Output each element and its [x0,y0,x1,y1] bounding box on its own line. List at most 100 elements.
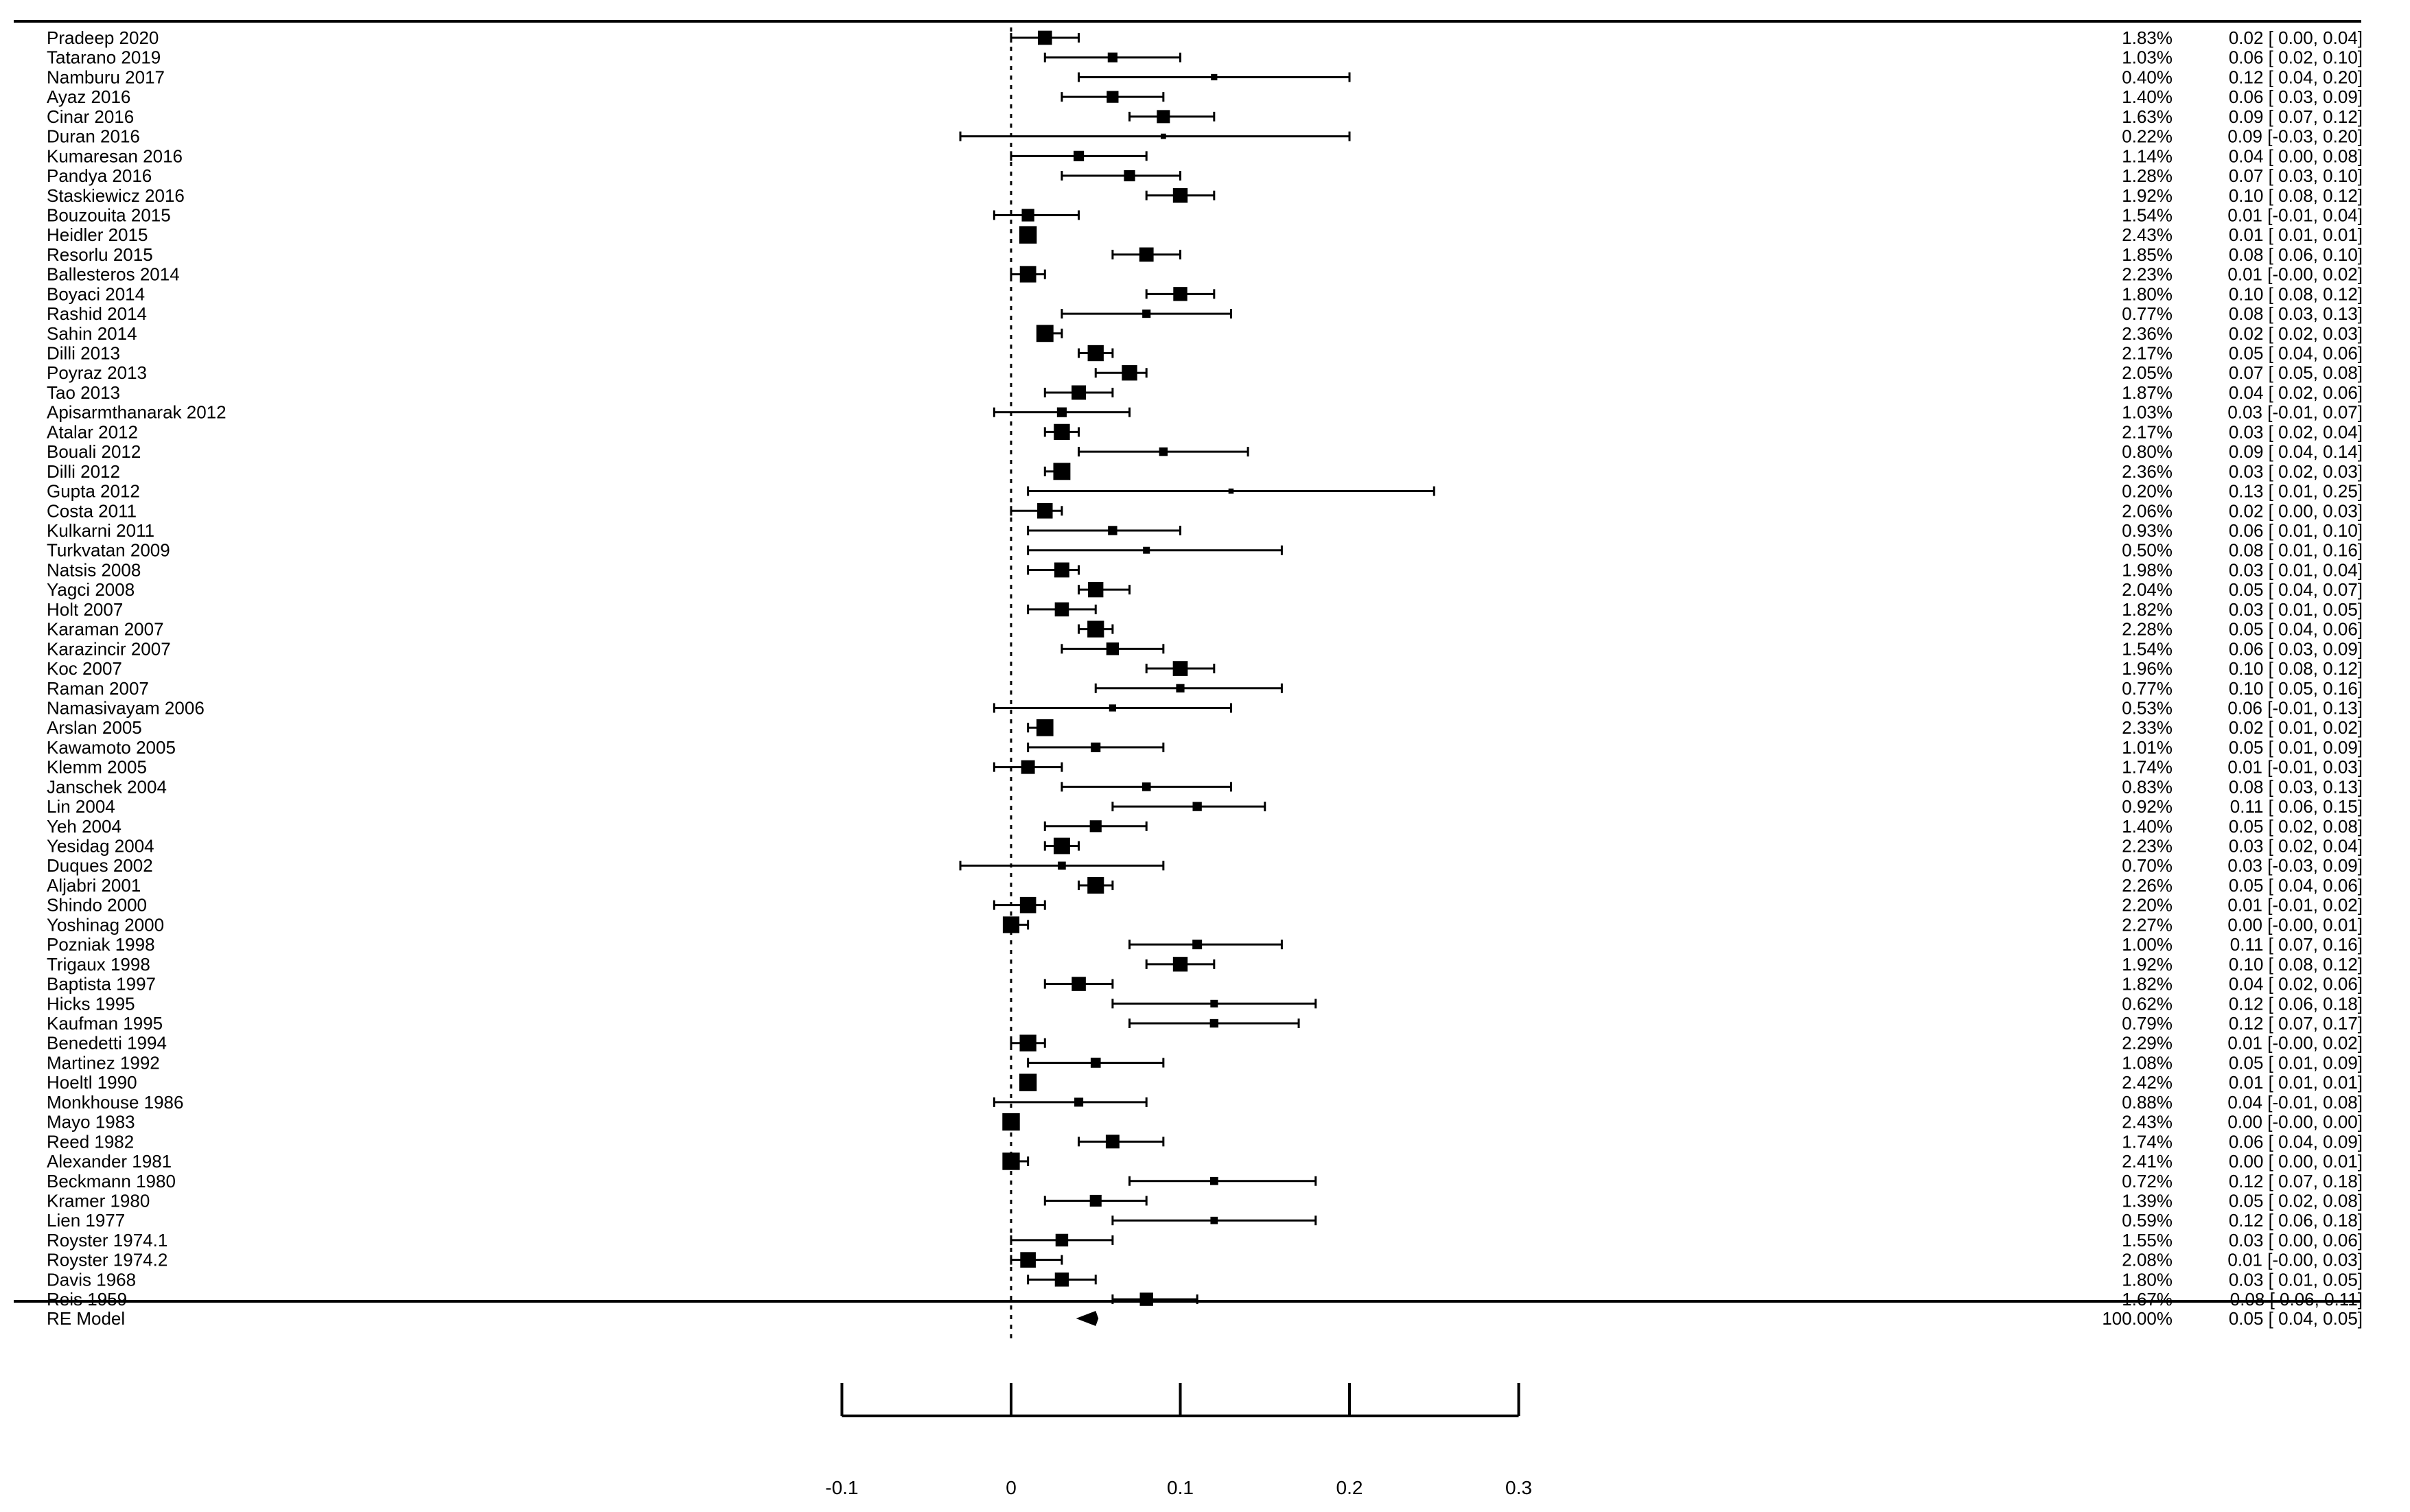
estimate-label: 0.01 [-0.01, 0.02] [2227,895,2363,916]
weight-label: 0.79% [2122,1013,2173,1034]
weight-label: 2.36% [2122,461,2173,482]
effect-square [1071,385,1087,400]
effect-square [1020,1252,1036,1268]
weight-label: 2.23% [2122,836,2173,857]
estimate-label: 0.02 [ 0.00, 0.04] [2229,27,2363,48]
weight-label: 2.17% [2122,421,2173,442]
weight-label: 1.40% [2122,86,2173,107]
study-label: Raman 2007 [47,678,149,699]
estimate-label: 0.06 [ 0.03, 0.09] [2229,86,2363,107]
effect-square [1056,407,1067,417]
weight-label: 2.08% [2122,1250,2173,1270]
weight-label: 0.20% [2122,481,2173,502]
study-label: Dilli 2013 [47,343,120,364]
weight-label: 1.63% [2122,106,2173,127]
x-tick-label: 0.3 [1505,1477,1532,1498]
effect-square [1142,310,1151,318]
study-label: Yeh 2004 [47,816,121,837]
study-row: Karaman 2007 2.28% 0.05 [ 0.04, 0.06] [47,619,2363,640]
effect-square [1090,1058,1101,1068]
weight-label: 1.83% [2122,27,2173,48]
estimate-label: 0.01 [-0.00, 0.03] [2227,1250,2363,1270]
weight-label: 0.93% [2122,520,2173,541]
study-row: Baptista 1997 1.82% 0.04 [ 0.02, 0.06] [47,974,2363,995]
effect-square [1037,30,1052,45]
study-row: Holt 2007 1.82% 0.03 [ 0.01, 0.05] [47,599,2363,620]
weight-label: 2.43% [2122,224,2173,245]
weight-label: 0.83% [2122,776,2173,797]
study-label: Trigaux 1998 [47,954,150,975]
estimate-label: 0.12 [ 0.04, 0.20] [2229,67,2363,87]
effect-square [1106,642,1120,655]
effect-square [1108,526,1117,535]
study-label: Royster 1974.2 [47,1250,167,1270]
study-row: Klemm 2005 1.74% 0.01 [-0.01, 0.03] [47,757,2363,778]
study-row: Pozniak 1998 1.00% 0.11 [ 0.07, 0.16] [47,934,2363,955]
effect-square [1124,170,1135,182]
weight-label: 2.05% [2122,362,2173,383]
weight-label: 0.53% [2122,697,2173,718]
estimate-label: 0.03 [ 0.02, 0.04] [2229,836,2363,857]
weight-label: 0.77% [2122,678,2173,699]
effect-square [1143,546,1150,554]
study-row: Yesidag 2004 2.23% 0.03 [ 0.02, 0.04] [47,836,2363,857]
study-row: Trigaux 1998 1.92% 0.10 [ 0.08, 0.12] [47,954,2363,975]
weight-label: 1.54% [2122,205,2173,225]
study-row: Turkvatan 2009 0.50% 0.08 [ 0.01, 0.16] [47,540,2363,561]
estimate-label: 0.06 [ 0.04, 0.09] [2229,1131,2363,1152]
study-label: Monkhouse 1986 [47,1092,183,1113]
study-row: Alexander 1981 2.41% 0.00 [ 0.00, 0.01] [47,1151,2363,1172]
x-tick-label: -0.1 [825,1477,858,1498]
weight-label: 0.59% [2122,1210,2173,1231]
effect-square [1021,760,1035,774]
estimate-label: 0.06 [-0.01, 0.13] [2227,697,2363,718]
effect-square [1209,1176,1218,1185]
weight-label: 2.04% [2122,579,2173,600]
study-label: Mayo 1983 [47,1112,135,1132]
study-row: Reed 1982 1.74% 0.06 [ 0.04, 0.09] [47,1131,2363,1152]
study-label: Resorlu 2015 [47,244,153,265]
effect-square [1058,861,1066,870]
study-row: Duran 2016 0.22% 0.09 [-0.03, 0.20] [47,126,2363,147]
effect-square [1192,940,1203,950]
weight-label: 1.82% [2122,974,2173,995]
weight-label: 1.03% [2122,402,2173,423]
x-tick-label: 0.1 [1167,1477,1194,1498]
summary-label: RE Model [47,1308,125,1329]
effect-square [1176,684,1185,693]
study-label: Holt 2007 [47,599,123,620]
estimate-label: 0.03 [-0.03, 0.09] [2227,855,2363,876]
study-label: Costa 2011 [47,500,137,521]
study-row: Kramer 1980 1.39% 0.05 [ 0.02, 0.08] [47,1190,2363,1211]
study-label: Poyraz 2013 [47,362,147,383]
effect-square [1087,876,1104,894]
weight-label: 1.01% [2122,737,2173,758]
effect-square [1053,463,1071,480]
study-label: Reis 1959 [47,1289,127,1310]
study-label: Natsis 2008 [47,559,141,580]
study-label: Turkvatan 2009 [47,540,170,561]
study-row: Bouali 2012 0.80% 0.09 [ 0.04, 0.14] [47,441,2363,462]
estimate-label: 0.12 [ 0.06, 0.18] [2229,1210,2363,1231]
estimate-label: 0.02 [ 0.00, 0.03] [2229,500,2363,521]
estimate-label: 0.10 [ 0.08, 0.12] [2229,283,2363,304]
effect-square [1071,977,1086,991]
estimate-label: 0.08 [ 0.06, 0.10] [2229,244,2363,265]
study-row: Pradeep 2020 1.83% 0.02 [ 0.00, 0.04] [47,27,2363,48]
study-row: Duques 2002 0.70% 0.03 [-0.03, 0.09] [47,855,2363,876]
effect-square [1172,188,1188,203]
study-row: Atalar 2012 2.17% 0.03 [ 0.02, 0.04] [47,421,2363,442]
study-label: Benedetti 1994 [47,1033,167,1054]
effect-square [1172,957,1188,972]
study-row: Martinez 1992 1.08% 0.05 [ 0.01, 0.09] [47,1052,2363,1073]
study-row: Davis 1968 1.80% 0.03 [ 0.01, 0.05] [47,1269,2363,1290]
weight-label: 1.39% [2122,1190,2173,1211]
estimate-label: 0.02 [ 0.02, 0.03] [2229,323,2363,344]
study-label: Duques 2002 [47,855,153,876]
effect-square [1019,1073,1037,1091]
study-label: Kulkarni 2011 [47,520,154,541]
study-label: Namasivayam 2006 [47,697,205,718]
estimate-label: 0.01 [-0.00, 0.02] [2227,264,2363,285]
weight-label: 1.55% [2122,1230,2173,1251]
study-label: Ballesteros 2014 [47,264,180,285]
